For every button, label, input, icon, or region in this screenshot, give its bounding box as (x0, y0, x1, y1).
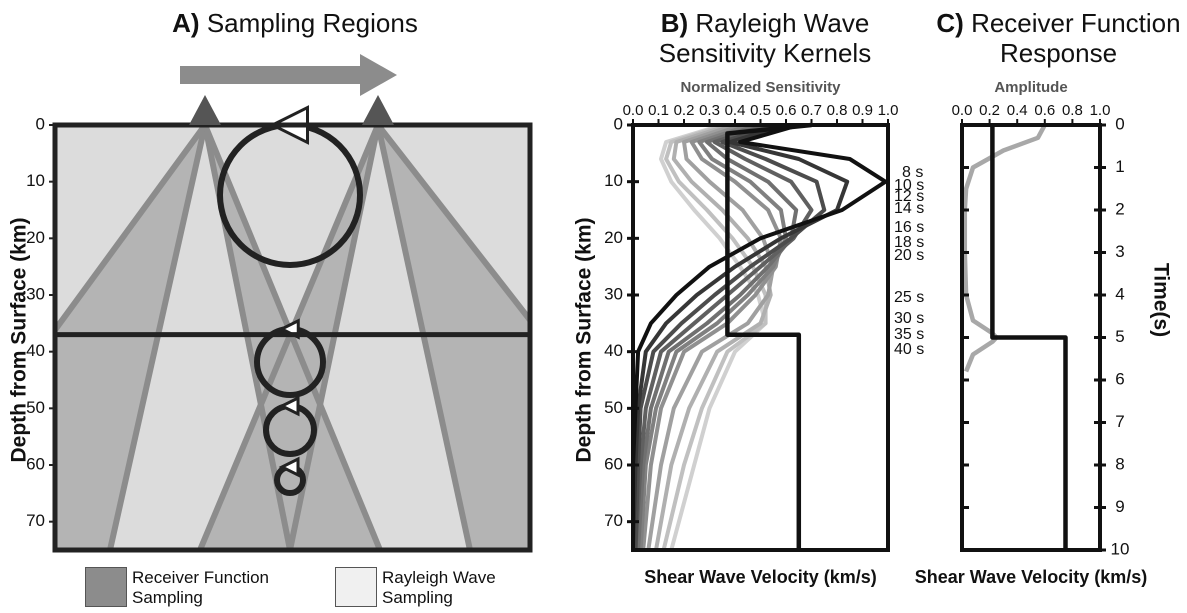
x-tick-label: 0.6 (776, 102, 797, 119)
y-tick-label: 2 (1115, 199, 1124, 218)
panel-title: B) Rayleigh Wave Sensitivity Kernels (630, 8, 900, 68)
x-tick-label: 0.5 (750, 102, 771, 119)
legend-swatch (335, 567, 377, 607)
x-tick-label: 0.0 (952, 102, 973, 119)
series-label: 8 s (902, 164, 923, 181)
x-tick-label: 1.0 (878, 102, 899, 119)
x-tick-label: 0.3 (699, 102, 720, 119)
figure: 010203040506070Depth from Surface (km)40… (0, 0, 1187, 613)
page: {"chart_data": [ {"type": "diagram", "ti… (0, 0, 1187, 613)
bottom-label: Shear Wave Velocity (km/s) (915, 567, 1147, 587)
y-tick-label: 4 (1115, 284, 1124, 303)
y-tick-label: 3 (1115, 242, 1124, 261)
direction-arrow (180, 54, 397, 96)
x-tick-label: 1.0 (1090, 102, 1111, 119)
y-tick-label: 30 (604, 284, 623, 303)
x-axis-label: Normalized Sensitivity (680, 79, 841, 96)
kernel-line (641, 125, 786, 550)
y-tick-label: 70 (26, 511, 45, 530)
y-tick-label: 10 (1111, 539, 1130, 558)
y-tick-label: 60 (604, 454, 623, 473)
panel-title: C) Receiver Function Response (930, 8, 1187, 68)
x-tick-label: 0.6 (1034, 102, 1055, 119)
x-tick-label: 0.4 (725, 102, 746, 119)
x-tick-label: 0.8 (1062, 102, 1083, 119)
series-label: 40 s (894, 341, 924, 358)
y-tick-label: 9 (1115, 497, 1124, 516)
panel-title-text: Receiver Function Response (971, 8, 1181, 68)
y-tick-label: 0 (36, 114, 45, 133)
x-tick-label: 0.4 (1007, 102, 1028, 119)
legend-label: Receiver Function Sampling (132, 568, 302, 608)
x-tick-label: 0.2 (674, 102, 695, 119)
panel-letter: A) (172, 8, 199, 38)
y-tick-label: 0 (1115, 114, 1124, 133)
series-label: 35 s (894, 326, 924, 343)
y-tick-label: 7 (1115, 412, 1124, 431)
legend-label: Rayleigh Wave Sampling (382, 568, 552, 608)
x-axis-label: Amplitude (994, 79, 1067, 96)
panel-title-text: Sampling Regions (207, 8, 418, 38)
panel-title: A) Sampling Regions (120, 8, 470, 38)
x-tick-label: 0.8 (827, 102, 848, 119)
series-label: 16 s (894, 219, 924, 236)
legend-swatch (85, 567, 127, 607)
y-tick-label: 10 (604, 171, 623, 190)
series-label: 18 s (894, 234, 924, 251)
y-tick-label: 6 (1115, 369, 1124, 388)
x-tick-label: 0.9 (852, 102, 873, 119)
station (362, 95, 394, 125)
y-tick-label: 5 (1115, 327, 1124, 346)
y-tick-label: 20 (604, 228, 623, 247)
panel-title-text: Rayleigh Wave Sensitivity Kernels (659, 8, 871, 68)
y-axis-label: Time(s) (1149, 263, 1172, 337)
x-tick-label: 0.7 (801, 102, 822, 119)
y-tick-label: 10 (26, 171, 45, 190)
panel-letter: C) (936, 8, 963, 38)
profile-line (965, 125, 1045, 372)
y-tick-label: 50 (604, 398, 623, 417)
y-tick-label: 0 (614, 114, 623, 133)
x-tick-label: 0.2 (979, 102, 1000, 119)
y-tick-label: 8 (1115, 454, 1124, 473)
series-label: 30 s (894, 310, 924, 327)
station (189, 95, 221, 125)
series-label: 25 s (894, 289, 924, 306)
y-axis-label: Depth from Surface (km) (573, 217, 596, 462)
profile-line (992, 125, 1065, 550)
y-tick-label: 40 (604, 341, 623, 360)
bottom-label: Shear Wave Velocity (km/s) (644, 567, 876, 587)
x-tick-label: 0.1 (648, 102, 669, 119)
y-tick-label: 1 (1115, 157, 1124, 176)
panel-letter: B) (661, 8, 688, 38)
y-tick-label: 70 (604, 511, 623, 530)
x-tick-label: 0.0 (623, 102, 644, 119)
kernel-line (656, 125, 771, 550)
y-axis-label: Depth from Surface (km) (8, 217, 31, 462)
